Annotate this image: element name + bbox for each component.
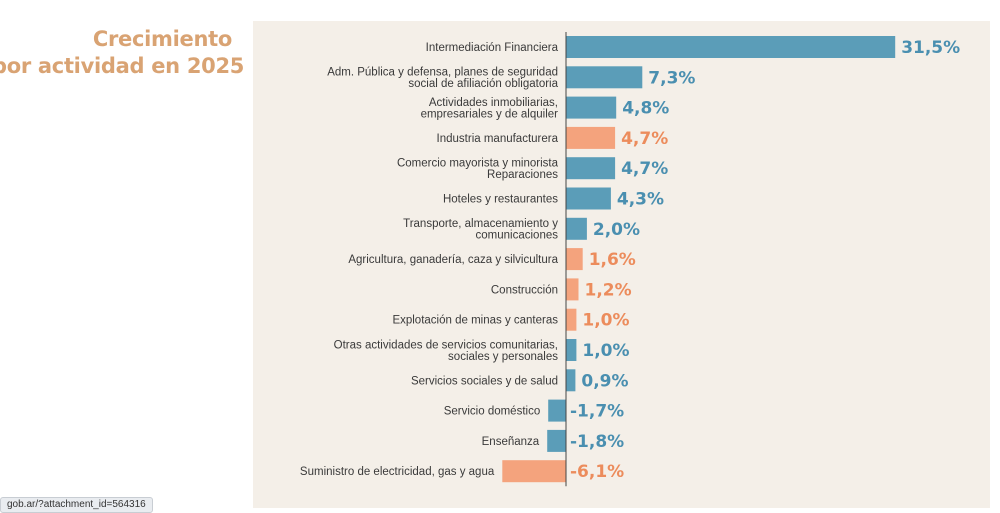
value-label: 0,9% (581, 371, 628, 391)
value-label: 1,0% (582, 341, 629, 361)
bar (566, 157, 616, 180)
category-label: Explotación de minas y canteras (392, 315, 558, 327)
chart-title-line-1: Crecimiento (92, 27, 232, 51)
bar (548, 399, 566, 422)
bar-chart: Intermediación Financiera 31,5% Adm. Públi… (300, 32, 960, 487)
value-label: 4,7% (621, 129, 668, 149)
chart-panel: Intermediación Financiera 31,5% Adm. Públi… (253, 21, 990, 508)
value-label: 4,8% (622, 99, 669, 119)
bar (566, 308, 577, 331)
value-label: 1,6% (589, 250, 636, 270)
bar (547, 429, 566, 452)
value-label: 4,3% (617, 190, 664, 210)
bar (502, 460, 566, 483)
category-label: Hoteles y restaurantes (443, 194, 558, 206)
status-url-tooltip: gob.ar/?attachment_id=564316 (0, 497, 153, 513)
value-label: 4,7% (621, 159, 668, 179)
value-label: 1,0% (582, 311, 629, 331)
category-label: Adm. Pública y defensa, planes de seguri… (327, 67, 558, 91)
bar (566, 36, 896, 58)
category-label: Agricultura, ganadería, caza y silvicult… (348, 254, 558, 266)
value-label: -6,1% (570, 462, 624, 482)
category-label: Actividades inmobiliarias, empresariales … (421, 97, 559, 121)
bar (566, 66, 643, 89)
category-label: Enseñanza (482, 436, 540, 448)
value-label: 7,3% (648, 68, 695, 88)
chart-title: Crecimiento por actividad en 2025 (0, 26, 245, 80)
bar (566, 339, 577, 361)
value-label: -1,7% (570, 402, 624, 422)
value-label: 31,5% (901, 38, 960, 58)
chart-title-line-2: por actividad en 2025 (0, 54, 245, 78)
bar (566, 217, 587, 240)
category-label: Transporte, almacenamiento y comunicacion… (403, 218, 558, 242)
category-label: Otras actividades de servicios comunitar… (334, 339, 559, 363)
category-label: Servicios sociales y de salud (411, 375, 558, 387)
bar (566, 187, 611, 210)
bar (566, 126, 616, 149)
value-label: -1,8% (570, 432, 624, 452)
value-label: 1,2% (585, 280, 632, 300)
bar (566, 96, 617, 119)
category-label: Suministro de electricidad, gas y agua (300, 466, 495, 478)
category-label: Industria manufacturera (437, 133, 559, 145)
bar (566, 248, 583, 271)
bar (566, 278, 579, 301)
category-label: Intermediación Financiera (426, 42, 559, 54)
bar (566, 369, 576, 392)
category-label: Servicio doméstico (444, 406, 541, 418)
value-label: 2,0% (593, 220, 640, 240)
category-label: Construcción (491, 284, 558, 296)
category-label: Comercio mayorista y minorista Reparacion… (397, 157, 559, 181)
